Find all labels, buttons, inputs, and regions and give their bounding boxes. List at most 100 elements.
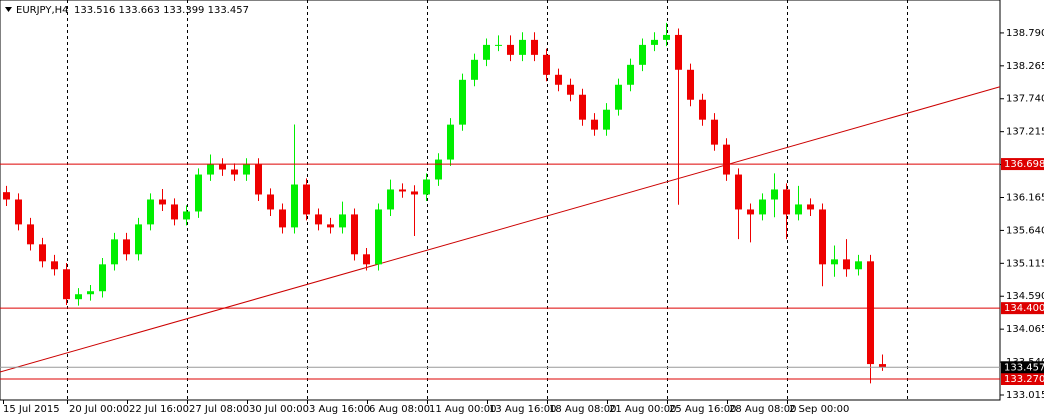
price-label: 136.698 — [1004, 159, 1044, 170]
y-tick-label: 134.590 — [1006, 291, 1044, 302]
candle-body — [627, 64, 634, 85]
candle-body — [519, 39, 526, 55]
candle-body — [339, 214, 346, 228]
price-label-box — [1001, 302, 1044, 315]
candle-body — [51, 261, 58, 270]
x-tick-label: 15 Jul 2015 — [3, 404, 60, 415]
candle-body — [771, 189, 778, 200]
candle-body — [495, 44, 502, 46]
candle-body — [747, 209, 754, 215]
x-tick-label: 28 Aug 08:00 — [729, 404, 796, 415]
candle-body — [867, 261, 874, 365]
plot-frame — [0, 0, 1001, 401]
x-tick-label: 11 Aug 00:00 — [429, 404, 496, 415]
candle-body — [351, 214, 358, 255]
candle-body — [879, 364, 886, 368]
price-label-box — [1001, 361, 1044, 374]
candle-body — [567, 84, 574, 95]
candle-body — [147, 199, 154, 225]
candle-body — [279, 209, 286, 228]
y-tick-label: 135.115 — [1006, 258, 1044, 269]
candle-body — [327, 224, 334, 228]
candle-body — [75, 294, 82, 300]
y-tick-label: 134.065 — [1006, 324, 1044, 335]
candle-body — [315, 214, 322, 225]
candle-body — [603, 109, 610, 130]
candle-body — [735, 174, 742, 210]
candle-body — [195, 174, 202, 212]
candle-body — [291, 184, 298, 228]
candle-body — [783, 189, 790, 215]
price-label: 133.270 — [1004, 374, 1044, 385]
candle-body — [759, 199, 766, 215]
x-tick-label: 27 Jul 08:00 — [189, 404, 249, 415]
y-tick-label: 138.265 — [1006, 61, 1044, 72]
candle-body — [675, 34, 682, 70]
candle-body — [579, 94, 586, 120]
candle-body — [807, 204, 814, 210]
candle-body — [387, 189, 394, 210]
candle-body — [687, 69, 694, 100]
candle-body — [123, 239, 130, 255]
candle-body — [39, 244, 46, 262]
candle-body — [423, 179, 430, 195]
price-label-box — [1001, 158, 1044, 171]
candle-body — [231, 169, 238, 175]
candle-body — [651, 39, 658, 45]
candle-body — [459, 79, 466, 125]
x-tick-label: 22 Jul 16:00 — [129, 404, 189, 415]
candle-body — [27, 224, 34, 245]
candle-body — [723, 144, 730, 175]
candle-body — [555, 74, 562, 85]
candle-body — [3, 192, 10, 200]
trendline — [0, 86, 1001, 373]
y-tick-label: 138.790 — [1006, 28, 1044, 39]
candle-body — [267, 194, 274, 210]
y-tick-label: 133.015 — [1006, 390, 1044, 401]
candle-body — [639, 44, 646, 65]
candle-body — [855, 261, 862, 270]
candle-body — [531, 39, 538, 55]
candle-body — [171, 204, 178, 220]
y-tick-label: 135.640 — [1006, 225, 1044, 236]
candle-body — [543, 54, 550, 75]
candle-body — [111, 239, 118, 265]
price-label: 133.457 — [1004, 362, 1044, 373]
x-tick-label: 18 Aug 08:00 — [549, 404, 616, 415]
candle-body — [471, 59, 478, 80]
candle-body — [159, 199, 166, 205]
menu-arrow[interactable] — [5, 7, 12, 12]
candle-body — [615, 84, 622, 110]
candle-body — [411, 191, 418, 195]
price-label-box — [1001, 372, 1044, 385]
y-tick-label: 137.215 — [1006, 127, 1044, 138]
candle-body — [135, 224, 142, 255]
candle-body — [99, 264, 106, 292]
x-tick-label: 13 Aug 16:00 — [489, 404, 556, 415]
x-tick-label: 20 Jul 00:00 — [69, 404, 129, 415]
candle-body — [483, 44, 490, 60]
candle-body — [399, 189, 406, 192]
candle-body — [363, 254, 370, 265]
candle-body — [831, 259, 838, 265]
price-label: 134.400 — [1004, 303, 1044, 314]
candle-body — [15, 199, 22, 225]
ohlc-text: 133.516 133.663 133.399 133.457 — [74, 5, 249, 16]
x-tick-label: 3 Aug 16:00 — [309, 404, 370, 415]
x-tick-label: 21 Aug 00:00 — [609, 404, 676, 415]
candle-body — [819, 209, 826, 265]
y-tick-label: 137.740 — [1006, 94, 1044, 105]
candle-body — [255, 164, 262, 195]
candle-body — [699, 99, 706, 120]
x-tick-label: 30 Jul 00:00 — [249, 404, 309, 415]
candle-body — [375, 209, 382, 265]
candle-body — [243, 164, 250, 175]
x-tick-label: 25 Aug 16:00 — [669, 404, 736, 415]
candle-body — [303, 184, 310, 215]
x-tick-label: 2 Sep 00:00 — [789, 404, 849, 415]
candle-body — [795, 204, 802, 215]
x-tick-label: 6 Aug 08:00 — [369, 404, 430, 415]
candle-body — [183, 211, 190, 220]
